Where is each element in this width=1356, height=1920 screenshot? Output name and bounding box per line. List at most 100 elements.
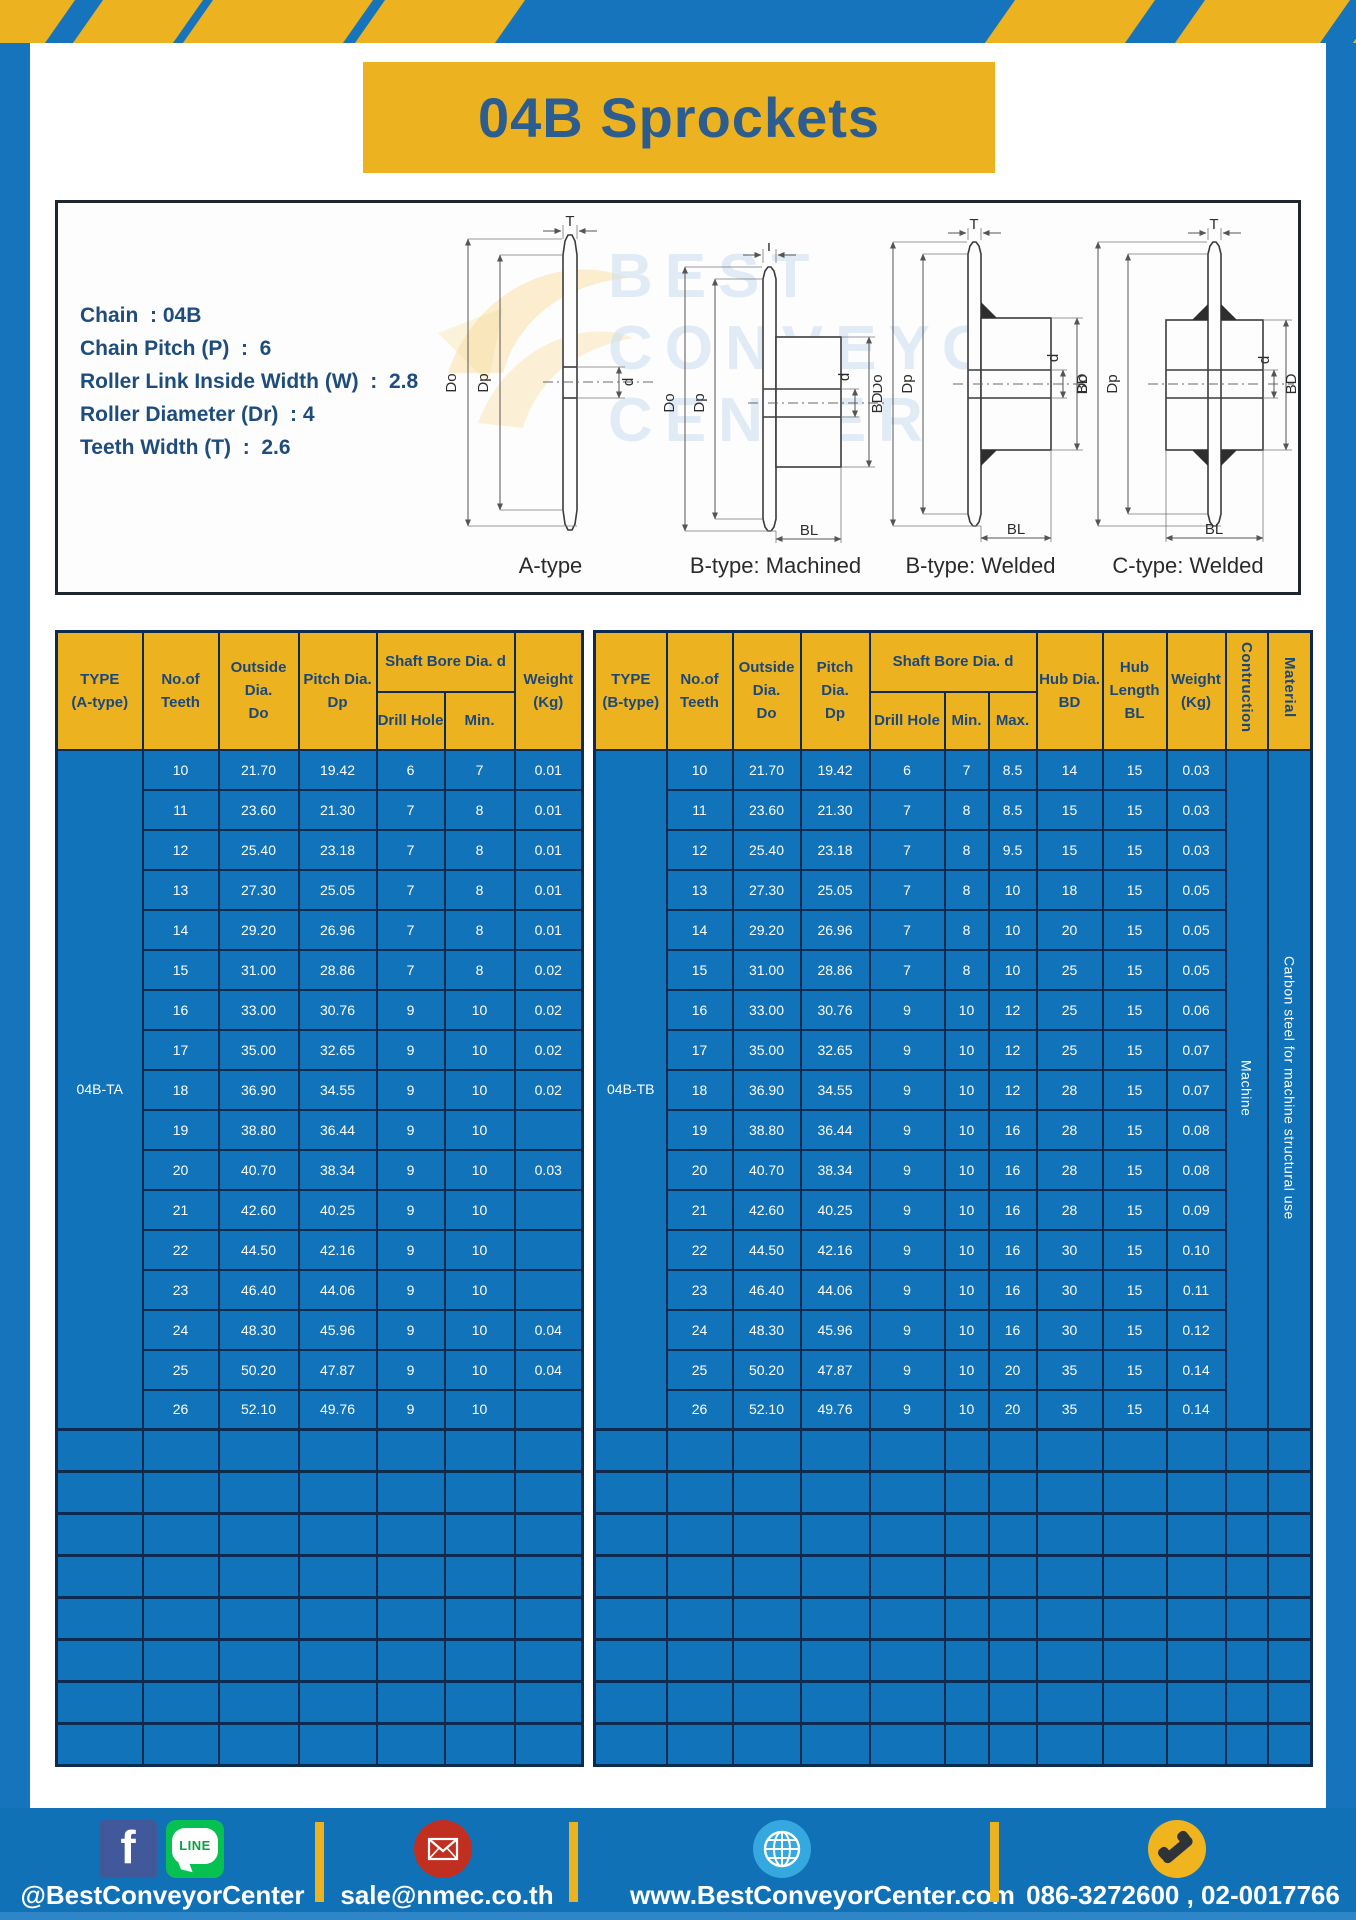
table-cell: 45.96 (799, 1308, 871, 1351)
table-cell (1165, 1596, 1227, 1641)
table-row: 12 25.40 23.18 7 8 0.01 (57, 828, 584, 871)
table-cell (731, 1470, 802, 1515)
table-cell: 9 (868, 1028, 946, 1071)
line-icon[interactable]: LINE (166, 1820, 224, 1878)
facebook-icon[interactable]: f (99, 1820, 157, 1878)
table-cell (375, 1680, 446, 1725)
table-cell: 14 (1035, 748, 1104, 791)
table-cell: 9 (375, 1028, 446, 1071)
table-cell: 9 (375, 1188, 446, 1231)
table-cell (443, 1470, 516, 1515)
table-cell (987, 1596, 1038, 1641)
table-cell (1035, 1596, 1104, 1641)
phone-icon[interactable] (1148, 1820, 1206, 1878)
table-cell: 10 (943, 988, 990, 1031)
table-cell: 14 (141, 908, 220, 951)
sprocket-table-a-type: TYPE (A-type) No.of Teeth Outside Dia. D… (55, 630, 585, 1767)
table-cell (513, 1722, 584, 1767)
table-cell (868, 1470, 946, 1515)
table-cell: 25.05 (297, 868, 378, 911)
table-cell (1035, 1722, 1104, 1767)
website-url[interactable]: www.BestConveyorCenter.com (630, 1880, 1015, 1910)
table-cell (1224, 1554, 1269, 1599)
col-header-shaft-bore: Shaft Bore Dia. d (375, 630, 516, 693)
table-cell: 28 (1035, 1108, 1104, 1151)
email-address[interactable]: sale@nmec.co.th (340, 1880, 554, 1910)
sprocket-table-b-type: TYPE (B-type) No.of Teeth Outside Dia. D… (593, 630, 1313, 1767)
col-header-material: Material (1266, 630, 1313, 751)
table-cell: 8 (443, 788, 516, 831)
table-cell: 32.65 (799, 1028, 871, 1071)
table-row: 20 40.70 38.34 9 10 0.03 (57, 1148, 584, 1191)
table-cell (665, 1680, 734, 1725)
table-cell: 16 (987, 1228, 1038, 1271)
table-cell: 7 (375, 788, 446, 831)
table-cell: 45.96 (297, 1308, 378, 1351)
table-cell: 10 (943, 1268, 990, 1311)
empty-row (55, 1554, 584, 1599)
globe-icon[interactable] (753, 1820, 811, 1878)
table-cell (141, 1722, 220, 1767)
top-decorative-band (0, 0, 1356, 43)
table-cell (943, 1680, 990, 1725)
page-title: 04B Sprockets (477, 86, 881, 149)
table-cell: 42.16 (799, 1228, 871, 1271)
empty-row (593, 1470, 1313, 1515)
table-cell (1101, 1428, 1168, 1473)
table-cell: 0.02 (513, 988, 584, 1031)
table-cell: 19.42 (799, 748, 871, 791)
table-cell (943, 1596, 990, 1641)
table-row: 26 52.10 49.76 9 10 (57, 1388, 584, 1431)
table-cell: 7 (943, 748, 990, 791)
table-cell (1101, 1638, 1168, 1683)
table-row: 18 36.90 34.55 9 10 12 28 15 0.07 (595, 1068, 1312, 1111)
table-cell: 35 (1035, 1348, 1104, 1391)
table-cell (1035, 1428, 1104, 1473)
dim-label-t: T (969, 218, 978, 233)
table-cell (868, 1680, 946, 1725)
table-cell (665, 1596, 734, 1641)
empty-row (593, 1722, 1313, 1767)
table-cell: 9 (375, 988, 446, 1031)
table-cell (868, 1722, 946, 1767)
table-cell (593, 1554, 668, 1599)
table-row: 12 25.40 23.18 7 8 9.5 15 15 0.03 (595, 828, 1312, 871)
dim-label-bd: BD (1283, 373, 1298, 394)
table-row: 21 42.60 40.25 9 10 16 28 15 0.09 (595, 1188, 1312, 1231)
table-cell (1165, 1554, 1227, 1599)
table-cell: 30 (1035, 1308, 1104, 1351)
phone-numbers[interactable]: 086-3272600 , 02-0017766 (1026, 1880, 1340, 1910)
table-cell (943, 1428, 990, 1473)
email-icon[interactable] (414, 1820, 472, 1878)
table-cell (443, 1596, 516, 1641)
table-cell: 49.76 (799, 1388, 871, 1431)
table-cell (1101, 1512, 1168, 1557)
table-cell: 25 (141, 1348, 220, 1391)
table-cell: 48.30 (217, 1308, 300, 1351)
table-cell (731, 1596, 802, 1641)
table-cell: 28.86 (799, 948, 871, 991)
dim-label-do: Do (873, 374, 886, 393)
table-cell (868, 1638, 946, 1683)
col-header-teeth: No.of Teeth (141, 630, 220, 751)
table-cell: 15 (1101, 1228, 1168, 1271)
table-cell (297, 1470, 378, 1515)
table-cell: 24 (665, 1308, 734, 1351)
table-cell: 21.70 (217, 748, 300, 791)
table-cell (1035, 1554, 1104, 1599)
table-cell: 35.00 (731, 1028, 802, 1071)
empty-row (55, 1428, 584, 1473)
table-cell (943, 1638, 990, 1683)
table-cell: 15 (1101, 1268, 1168, 1311)
table-cell: 17 (665, 1028, 734, 1071)
material-value-cell: Carbon steel for machine structural use (1266, 748, 1313, 1431)
table-cell: 25 (665, 1348, 734, 1391)
table-cell: 22 (141, 1228, 220, 1271)
table-cell: 12 (987, 1028, 1038, 1071)
table-cell: 9 (375, 1268, 446, 1311)
col-header-weight: Weight (Kg) (513, 630, 584, 751)
table-cell: 10 (943, 1388, 990, 1431)
table-cell (799, 1470, 871, 1515)
social-handle[interactable]: @BestConveyorCenter (20, 1880, 305, 1910)
